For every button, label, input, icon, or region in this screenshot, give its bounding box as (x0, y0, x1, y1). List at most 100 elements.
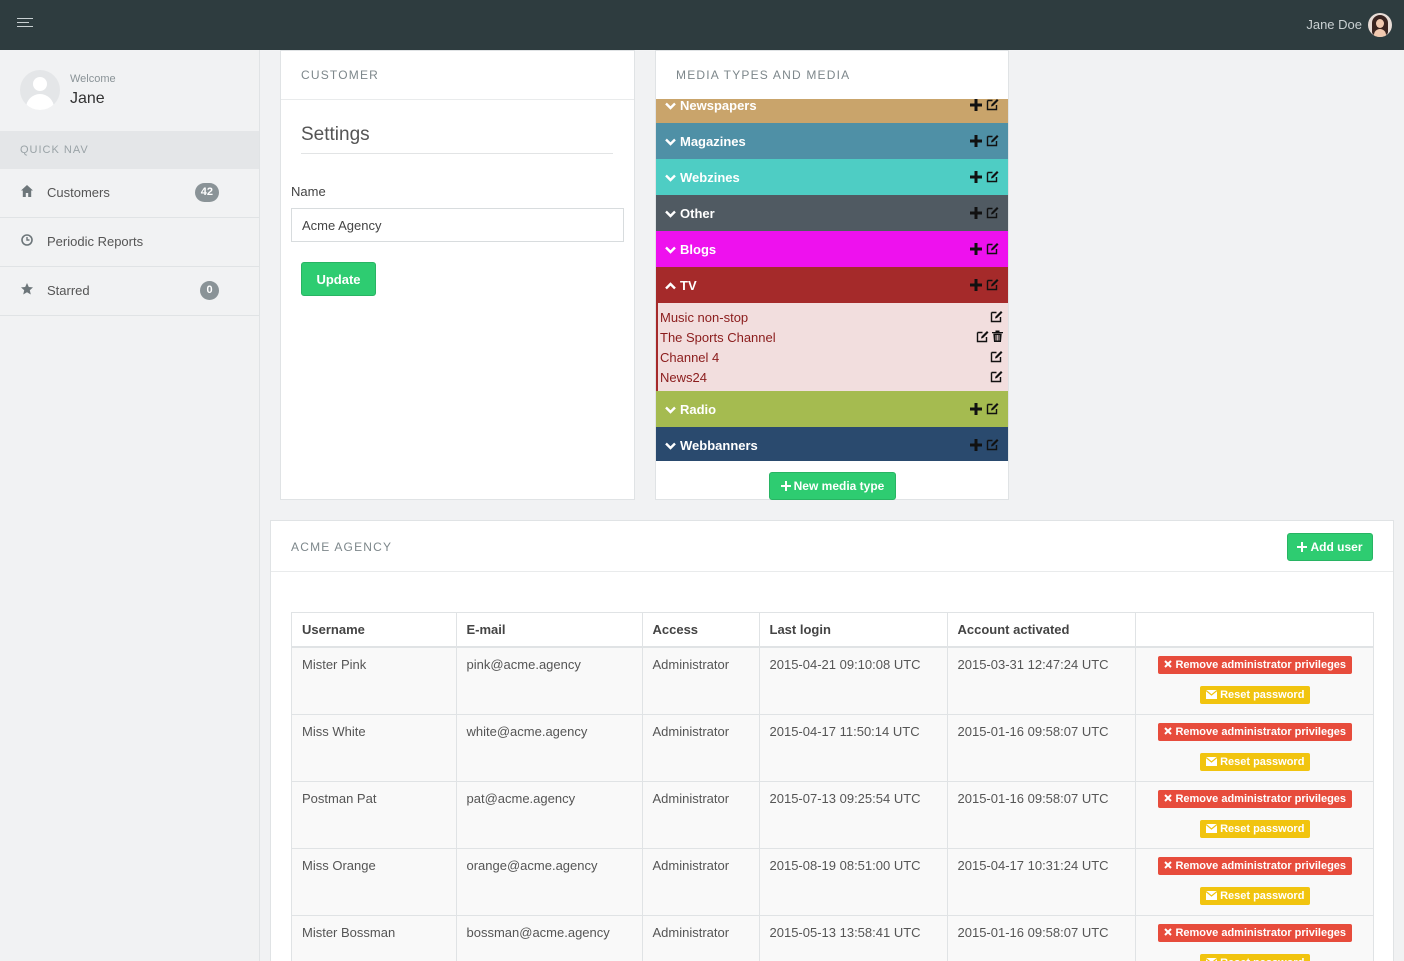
sidebar-item-starred[interactable]: Starred 0 (0, 267, 259, 316)
home-icon (20, 184, 34, 198)
cell-actions: Remove administrator privileges Reset pas… (1135, 915, 1373, 961)
edit-media-type-icon[interactable] (986, 438, 999, 451)
media-type-label: Radio (680, 402, 717, 417)
cell-email: orange@acme.agency (456, 848, 643, 916)
users-panel: ACME AGENCY Add user Username E-mail Acc… (270, 520, 1394, 961)
plus-icon (1297, 541, 1308, 555)
media-item[interactable]: Music non-stop (660, 307, 1006, 327)
edit-media-icon[interactable] (976, 330, 989, 343)
cell-username: Mister Bossman (292, 915, 457, 961)
media-type-actions (970, 277, 1000, 293)
media-type-actions (970, 133, 1000, 149)
reset-password-label: Reset password (1220, 822, 1305, 835)
user-avatar[interactable] (1368, 13, 1392, 37)
delete-media-trash-icon[interactable] (992, 330, 1003, 342)
table-row: Miss Orange orange@acme.agency Administrat… (292, 848, 1373, 916)
media-item-label: Music non-stop (660, 310, 749, 325)
remove-admin-button[interactable]: Remove administrator privileges (1158, 923, 1353, 942)
table-header-row: Username E-mail Access Last login Accoun… (292, 613, 1373, 648)
remove-admin-button[interactable]: Remove administrator privileges (1158, 789, 1353, 808)
edit-media-type-icon[interactable] (986, 134, 999, 147)
reset-password-button[interactable]: Reset password (1200, 752, 1311, 771)
chevron-up-icon[interactable] (665, 279, 676, 290)
chevron-down-icon[interactable] (665, 439, 676, 450)
reset-password-button[interactable]: Reset password (1200, 886, 1311, 905)
add-media-plus-icon[interactable] (970, 439, 982, 451)
chevron-down-icon[interactable] (665, 99, 676, 110)
add-media-plus-icon[interactable] (970, 279, 982, 291)
remove-admin-label: Remove administrator privileges (1175, 859, 1347, 872)
settings-divider (301, 153, 613, 154)
sidebar-item-periodic-reports[interactable]: Periodic Reports (0, 218, 259, 267)
add-media-plus-icon[interactable] (970, 207, 982, 219)
update-button[interactable]: Update (301, 262, 376, 296)
remove-admin-button[interactable]: Remove administrator privileges (1158, 722, 1353, 741)
edit-media-icon[interactable] (990, 310, 1003, 323)
settings-heading: Settings (301, 124, 370, 145)
edit-media-type-icon[interactable] (986, 278, 999, 291)
remove-admin-button[interactable]: Remove administrator privileges (1158, 656, 1353, 674)
avatar (20, 70, 60, 110)
column-header-username[interactable]: Username (292, 613, 457, 648)
column-header-access[interactable]: Access (642, 613, 760, 648)
reset-password-label: Reset password (1220, 689, 1305, 701)
media-type-row-other[interactable]: Other (656, 195, 1008, 231)
edit-media-type-icon[interactable] (986, 170, 999, 183)
envelope-icon (1205, 957, 1220, 961)
add-user-button[interactable]: Add user (1287, 533, 1373, 561)
user-menu-name[interactable]: Jane Doe (1306, 17, 1362, 32)
add-media-plus-icon[interactable] (970, 99, 982, 111)
column-header-last-login[interactable]: Last login (759, 613, 948, 648)
envelope-icon (1205, 756, 1220, 768)
media-type-row-radio[interactable]: Radio (656, 391, 1008, 427)
remove-admin-button[interactable]: Remove administrator privileges (1158, 856, 1353, 875)
media-type-row-newspapers[interactable]: Newspapers (656, 99, 1008, 123)
sidebar-item-customers[interactable]: Customers 42 (0, 169, 259, 218)
edit-media-type-icon[interactable] (986, 242, 999, 255)
column-header-actions (1135, 613, 1373, 648)
add-user-label: Add user (1310, 539, 1363, 554)
remove-admin-label: Remove administrator privileges (1175, 792, 1347, 805)
add-media-plus-icon[interactable] (970, 171, 982, 183)
table-row: Miss White white@acme.agency Administrator… (292, 714, 1373, 782)
media-type-row-blogs[interactable]: Blogs (656, 231, 1008, 267)
edit-media-icon[interactable] (990, 370, 1003, 383)
add-media-plus-icon[interactable] (970, 243, 982, 255)
chevron-down-icon[interactable] (665, 171, 676, 182)
media-type-row-webbanners[interactable]: Webbanners (656, 427, 1008, 461)
media-item[interactable]: Channel 4 (660, 347, 1006, 367)
welcome-label: Welcome (70, 73, 116, 85)
media-type-row-magazines[interactable]: Magazines (656, 123, 1008, 159)
edit-media-type-icon[interactable] (986, 99, 999, 111)
add-media-plus-icon[interactable] (970, 135, 982, 147)
column-header-email[interactable]: E-mail (456, 613, 643, 648)
reset-password-button[interactable]: Reset password (1200, 953, 1311, 961)
media-type-label: Blogs (680, 242, 717, 257)
chevron-down-icon[interactable] (665, 135, 676, 146)
envelope-icon (1205, 890, 1220, 902)
edit-media-icon[interactable] (990, 350, 1003, 363)
media-item-label: Channel 4 (660, 350, 720, 365)
media-item[interactable]: News24 (660, 367, 1006, 387)
cell-account-activated: 2015-01-16 09:58:07 UTC (947, 781, 1136, 849)
customer-panel-title: CUSTOMER (301, 68, 380, 82)
chevron-down-icon[interactable] (665, 207, 676, 218)
customer-panel: CUSTOMER Settings Name Update (280, 50, 635, 500)
cell-actions: Remove administrator privileges Reset pas… (1135, 781, 1373, 849)
chevron-down-icon[interactable] (665, 403, 676, 414)
edit-media-type-icon[interactable] (986, 206, 999, 219)
cell-actions: Remove administrator privileges Reset pas… (1135, 848, 1373, 916)
remove-admin-label: Remove administrator privileges (1175, 926, 1347, 939)
reset-password-button[interactable]: Reset password (1200, 819, 1311, 838)
customer-name-input[interactable] (291, 208, 624, 242)
chevron-down-icon[interactable] (665, 243, 676, 254)
edit-media-type-icon[interactable] (986, 402, 999, 415)
reset-password-button[interactable]: Reset password (1200, 686, 1311, 704)
new-media-type-button[interactable]: New media type (769, 472, 896, 500)
hamburger-menu-icon[interactable] (17, 18, 33, 32)
media-type-row-tv[interactable]: TV (656, 267, 1008, 303)
media-type-row-webzines[interactable]: Webzines (656, 159, 1008, 195)
media-item[interactable]: The Sports Channel (660, 327, 1006, 347)
column-header-account-activated[interactable]: Account activated (947, 613, 1136, 648)
add-media-plus-icon[interactable] (970, 403, 982, 415)
